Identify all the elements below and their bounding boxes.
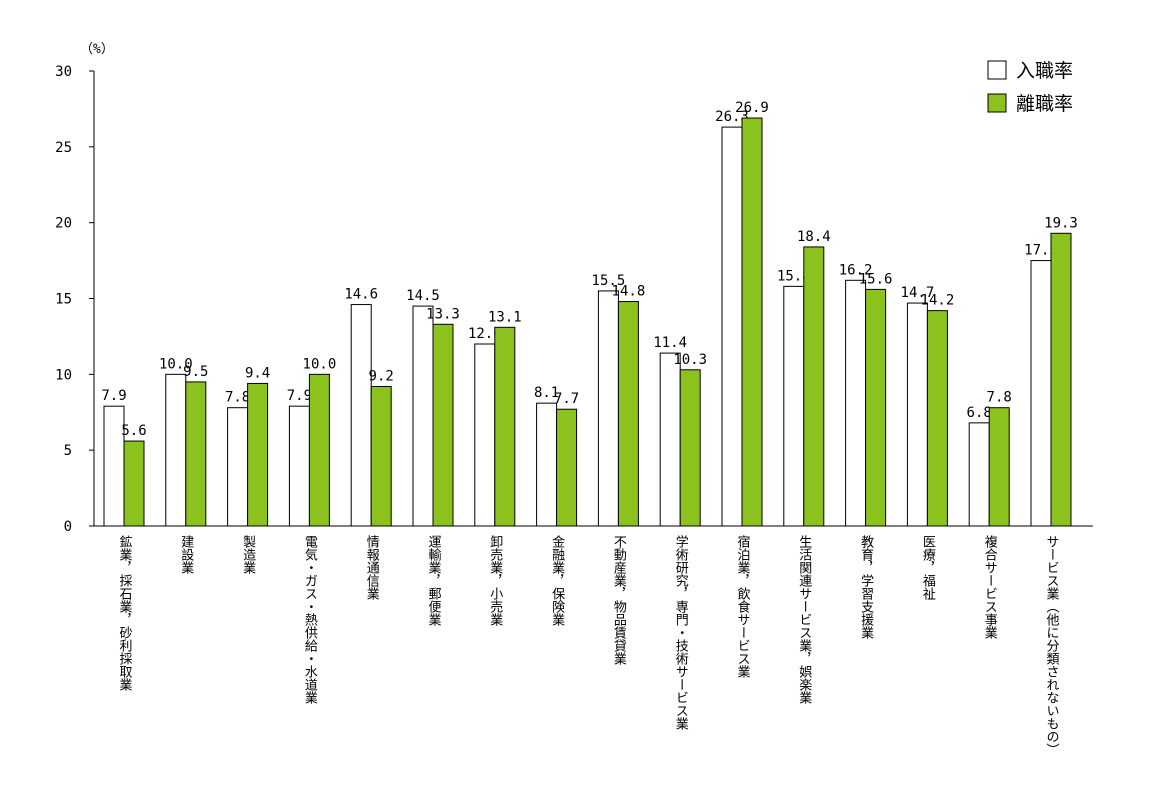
bar-series-0 (165, 373, 187, 527)
data-label-series-0: 26.3 (715, 109, 749, 125)
data-label-series-1: 10.0 (303, 356, 337, 372)
bar-series-0 (288, 405, 310, 527)
x-tick-label: 運輸業，郵便業 (426, 535, 442, 626)
data-label-series-0: 14.7 (901, 285, 935, 301)
data-label-series-0: 15.8 (777, 268, 811, 284)
bar-series-0 (659, 352, 681, 527)
x-tick-label: 情報通信業 (364, 535, 380, 600)
legend: 入職率 離職率 (987, 60, 1073, 115)
bar-series-1 (494, 326, 516, 527)
data-label-series-0: 7.8 (225, 390, 250, 406)
data-label-series-0: 8.1 (534, 385, 559, 401)
x-tick-label: 医療，福祉 (920, 535, 936, 601)
x-tick-label: 生活関連サービス業，娯楽業 (796, 535, 812, 704)
bar-series-0 (227, 407, 249, 527)
y-tick-label: 30 (55, 64, 72, 80)
bar-series-0 (721, 126, 743, 527)
bar-series-0 (906, 302, 928, 527)
data-label-series-0: 14.5 (406, 288, 440, 304)
bar-series-0 (968, 422, 990, 527)
bar-series-1 (247, 382, 269, 527)
bar-series-1 (185, 381, 207, 527)
data-label-series-1: 18.4 (797, 229, 831, 245)
bars: 7.95.610.09.57.89.47.910.014.69.214.513.… (101, 100, 1078, 527)
bar-series-1 (741, 117, 763, 527)
bar-series-1 (988, 407, 1010, 527)
bar-series-1 (803, 246, 825, 527)
bar-series-0 (783, 285, 805, 527)
data-label-series-1: 7.8 (987, 390, 1012, 406)
legend-label-series-0: 入職率 (1016, 60, 1073, 82)
bar-series-1 (1050, 232, 1072, 527)
legend-swatch-series-1 (987, 93, 1007, 113)
y-tick-label: 20 (55, 216, 72, 232)
bar-series-0 (1030, 260, 1052, 527)
bar-series-0 (536, 402, 558, 527)
bar-series-0 (474, 343, 496, 527)
data-label-series-1: 7.7 (554, 391, 579, 407)
x-tick-label: サービス業（他に分類されないもの） (1044, 535, 1060, 756)
bar-series-0 (350, 304, 372, 527)
x-tick-label: 卸売業，小売業 (487, 534, 503, 626)
data-label-series-0: 14.6 (344, 287, 378, 303)
data-label-series-0: 7.9 (287, 388, 312, 404)
x-tick-label: 複合サービス事業 (982, 534, 998, 639)
data-label-series-0: 11.4 (653, 335, 687, 351)
data-label-series-0: 15.5 (592, 273, 626, 289)
data-label-series-1: 9.4 (245, 365, 270, 381)
data-label-series-0: 10.0 (159, 356, 193, 372)
bar-series-0 (412, 305, 434, 527)
data-label-series-1: 14.2 (921, 293, 955, 309)
bar-series-1 (556, 408, 578, 527)
data-label-series-1: 26.9 (735, 100, 769, 116)
bar-series-1 (617, 301, 639, 527)
data-label-series-1: 13.1 (488, 309, 522, 325)
bar-series-1 (308, 373, 330, 527)
data-label-series-0: 17.5 (1024, 243, 1058, 259)
data-label-series-1: 10.3 (673, 352, 707, 368)
data-label-series-0: 6.8 (967, 405, 992, 421)
data-label-series-1: 13.3 (426, 306, 460, 322)
data-label-series-1: 9.5 (183, 364, 208, 380)
y-tick-label: 5 (64, 443, 72, 459)
bar-series-1 (123, 440, 145, 527)
data-label-series-0: 16.2 (839, 262, 873, 278)
data-label-series-1: 15.6 (859, 271, 893, 287)
x-tick-label: 学術研究，専門・技術サービス業 (673, 534, 689, 730)
x-tick-label: 宿泊業，飲食サービス業 (735, 534, 751, 678)
bar-series-1 (432, 323, 454, 527)
y-axis-unit-label: （%） (80, 42, 114, 57)
x-tick-label: 金融業，保険業 (549, 534, 565, 626)
data-label-series-0: 12.0 (468, 326, 502, 342)
bar-series-0 (845, 279, 867, 527)
x-tick-label: 電気・ガス・熱供給・水道業 (302, 535, 318, 704)
data-label-series-0: 7.9 (101, 388, 126, 404)
bar-series-1 (370, 385, 392, 527)
y-tick-label: 25 (55, 140, 72, 156)
data-label-series-1: 5.6 (121, 423, 146, 439)
legend-label-series-1: 離職率 (1016, 93, 1073, 115)
bar-series-1 (679, 369, 701, 527)
y-tick-label: 0 (64, 519, 72, 535)
bar-series-1 (926, 310, 948, 527)
bar-series-0 (597, 290, 619, 527)
bar-series-1 (865, 288, 887, 527)
y-tick-label: 15 (55, 292, 72, 308)
data-label-series-1: 19.3 (1044, 215, 1078, 231)
data-label-series-1: 9.2 (369, 368, 394, 384)
data-label-series-1: 14.8 (612, 284, 646, 300)
x-tick-label: 教育，学習支援業 (858, 534, 874, 639)
category-labels: 鉱業，採石業，砂利採取業 建設業 製造業 電気・ガス・熱供給・水道業 情報通信業 運輸業，… (117, 534, 1060, 756)
x-tick-label: 鉱業，採石業，砂利採取業 (117, 534, 133, 691)
y-axis: 0 5 10 15 20 25 30 (55, 64, 1093, 535)
y-tick-label: 10 (55, 367, 72, 383)
x-tick-label: 製造業 (240, 535, 256, 574)
x-tick-label: 建設業 (178, 535, 194, 574)
x-tick-label: 不動産業，物品賃貸業 (611, 535, 627, 665)
legend-swatch-series-0 (987, 60, 1007, 80)
